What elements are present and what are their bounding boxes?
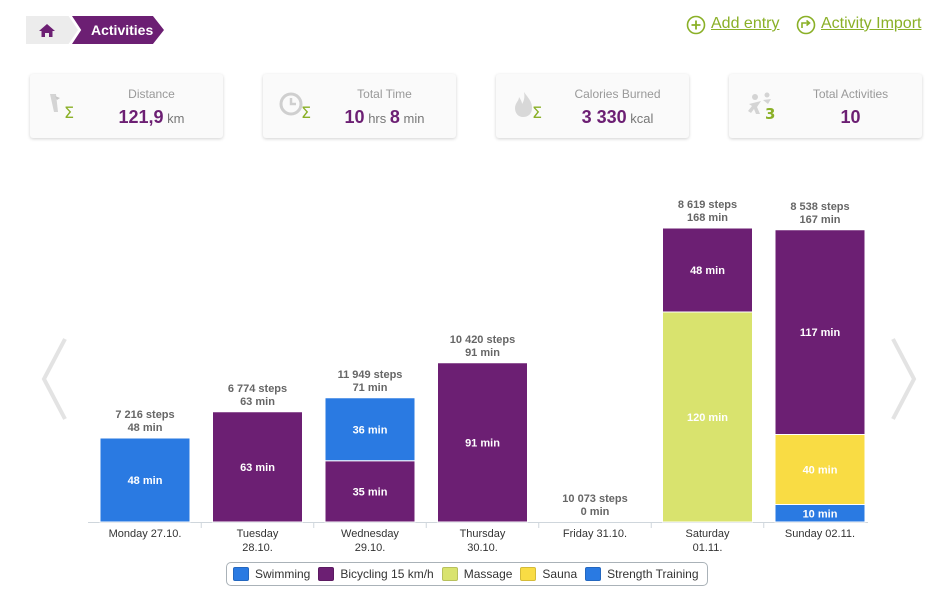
bar-segment-label: 35 min [353,486,388,498]
total-time-value: 10 hrs 8 min [344,107,425,127]
legend-item[interactable]: Sauna [520,567,577,581]
legend-label: Massage [463,567,513,581]
bar-segment[interactable] [662,227,753,313]
import-icon [796,15,816,35]
steps-label: 7 216 steps [115,409,174,421]
bar-segment-label: 36 min [353,424,388,436]
legend-label: Swimming [255,567,311,581]
total-minutes-label: 48 min [128,422,163,434]
total-activities-value: 10 [840,107,861,127]
legend-item[interactable]: Bicycling 15 km/h [318,567,434,581]
legend-label: Sauna [542,567,578,581]
x-tick-label: Friday 31.10. [563,528,627,540]
steps-label: 8 538 steps [790,201,849,213]
svg-text:3: 3 [765,105,775,122]
total-time-card: Σ Total Time 10 hrs 8 min [263,74,456,138]
previous-week-arrow[interactable] [40,337,68,426]
total-minutes-label: 71 min [353,382,388,394]
total-activities-card: 3 Total Activities 10 [729,74,922,138]
breadcrumb-current[interactable]: Activities [72,16,164,44]
steps-label: 8 619 steps [678,199,737,211]
bar-segment[interactable] [324,460,416,523]
flame-sum-icon: Σ [512,90,548,122]
bar-segment-label: 117 min [800,327,841,339]
calories-card: Σ Calories Burned 3 330 kcal [496,74,689,138]
steps-label: 6 774 steps [228,383,287,395]
svg-text:Σ: Σ [532,103,542,122]
bar-segment-label: 91 min [465,437,500,449]
x-tick-label-line2: 28.10. [242,542,273,554]
bar-segment-label: 48 min [690,265,725,277]
x-tick-label: Sunday 02.11. [785,528,855,540]
activities-count-icon: 3 [745,90,781,123]
x-tick-label: Saturday [685,528,730,540]
total-time-label: Total Time [357,87,412,101]
steps-label: 10 073 steps [562,493,627,505]
svg-text:Σ: Σ [64,103,74,122]
bar-segment-label: 63 min [240,462,275,474]
next-week-arrow[interactable] [890,337,918,426]
total-minutes-label: 63 min [240,396,275,408]
total-minutes-label: 167 min [800,214,841,226]
legend-swatch [233,567,249,581]
bar-segment-label: 40 min [803,465,838,477]
calories-label: Calories Burned [574,87,661,101]
bar-segment[interactable] [774,229,866,435]
bar-segment-label: 120 min [687,412,728,424]
legend-swatch [520,567,537,581]
bar-segment-label: 10 min [803,508,838,520]
legend-label: Strength Training [607,567,699,581]
breadcrumb-home[interactable] [26,16,78,44]
legend-swatch [441,567,458,581]
home-icon [39,24,55,37]
add-entry-label: Add entry [711,15,780,32]
distance-value: 121,9 km [118,107,185,127]
activity-import-label: Activity Import [821,15,922,32]
distance-sum-icon: Σ [46,90,82,122]
bar-segment[interactable] [99,437,191,523]
bar-segment[interactable] [662,311,753,523]
bar-segment[interactable] [212,411,303,523]
distance-card: Σ Distance 121,9 km [30,74,223,138]
legend-item[interactable]: Massage [441,567,513,581]
calories-value: 3 330 kcal [581,107,654,127]
bar-segment[interactable] [437,362,528,523]
chart-legend: Swimming Bicycling 15 km/h Massage Sauna Str… [226,562,708,586]
chevron-left-icon [41,338,67,420]
legend-item[interactable]: Swimming [233,567,310,581]
x-tick-label-line2: 01.11. [693,542,723,554]
bar-segment-label: 48 min [128,475,163,487]
add-entry-link[interactable]: Add entry [686,15,780,35]
total-minutes-label: 0 min [581,506,610,518]
legend-label: Bicycling 15 km/h [340,567,434,581]
bar-segment[interactable] [324,397,416,462]
distance-label: Distance [128,87,175,101]
x-tick-label: Thursday [460,528,506,540]
total-minutes-label: 168 min [687,212,728,224]
steps-label: 10 420 steps [450,334,515,346]
legend-swatch [585,567,602,581]
svg-text:Σ: Σ [301,103,311,122]
chevron-right-icon [891,338,917,420]
total-minutes-label: 91 min [465,347,500,359]
total-activities-label: Total Activities [812,87,889,101]
plus-circle-icon [686,15,706,35]
x-tick-label: Wednesday [341,528,399,540]
steps-label: 11 949 steps [338,369,403,381]
activity-import-link[interactable]: Activity Import [796,15,922,35]
x-tick-label-line2: 29.10. [355,542,386,554]
bar-segment[interactable] [774,434,866,505]
x-tick-label: Monday 27.10. [109,528,182,540]
legend-swatch [318,567,335,581]
x-tick-label: Tuesday [237,528,279,540]
legend-item[interactable]: Strength Training [585,567,699,581]
x-tick-label-line2: 30.10. [467,542,498,554]
clock-sum-icon: Σ [279,90,315,122]
